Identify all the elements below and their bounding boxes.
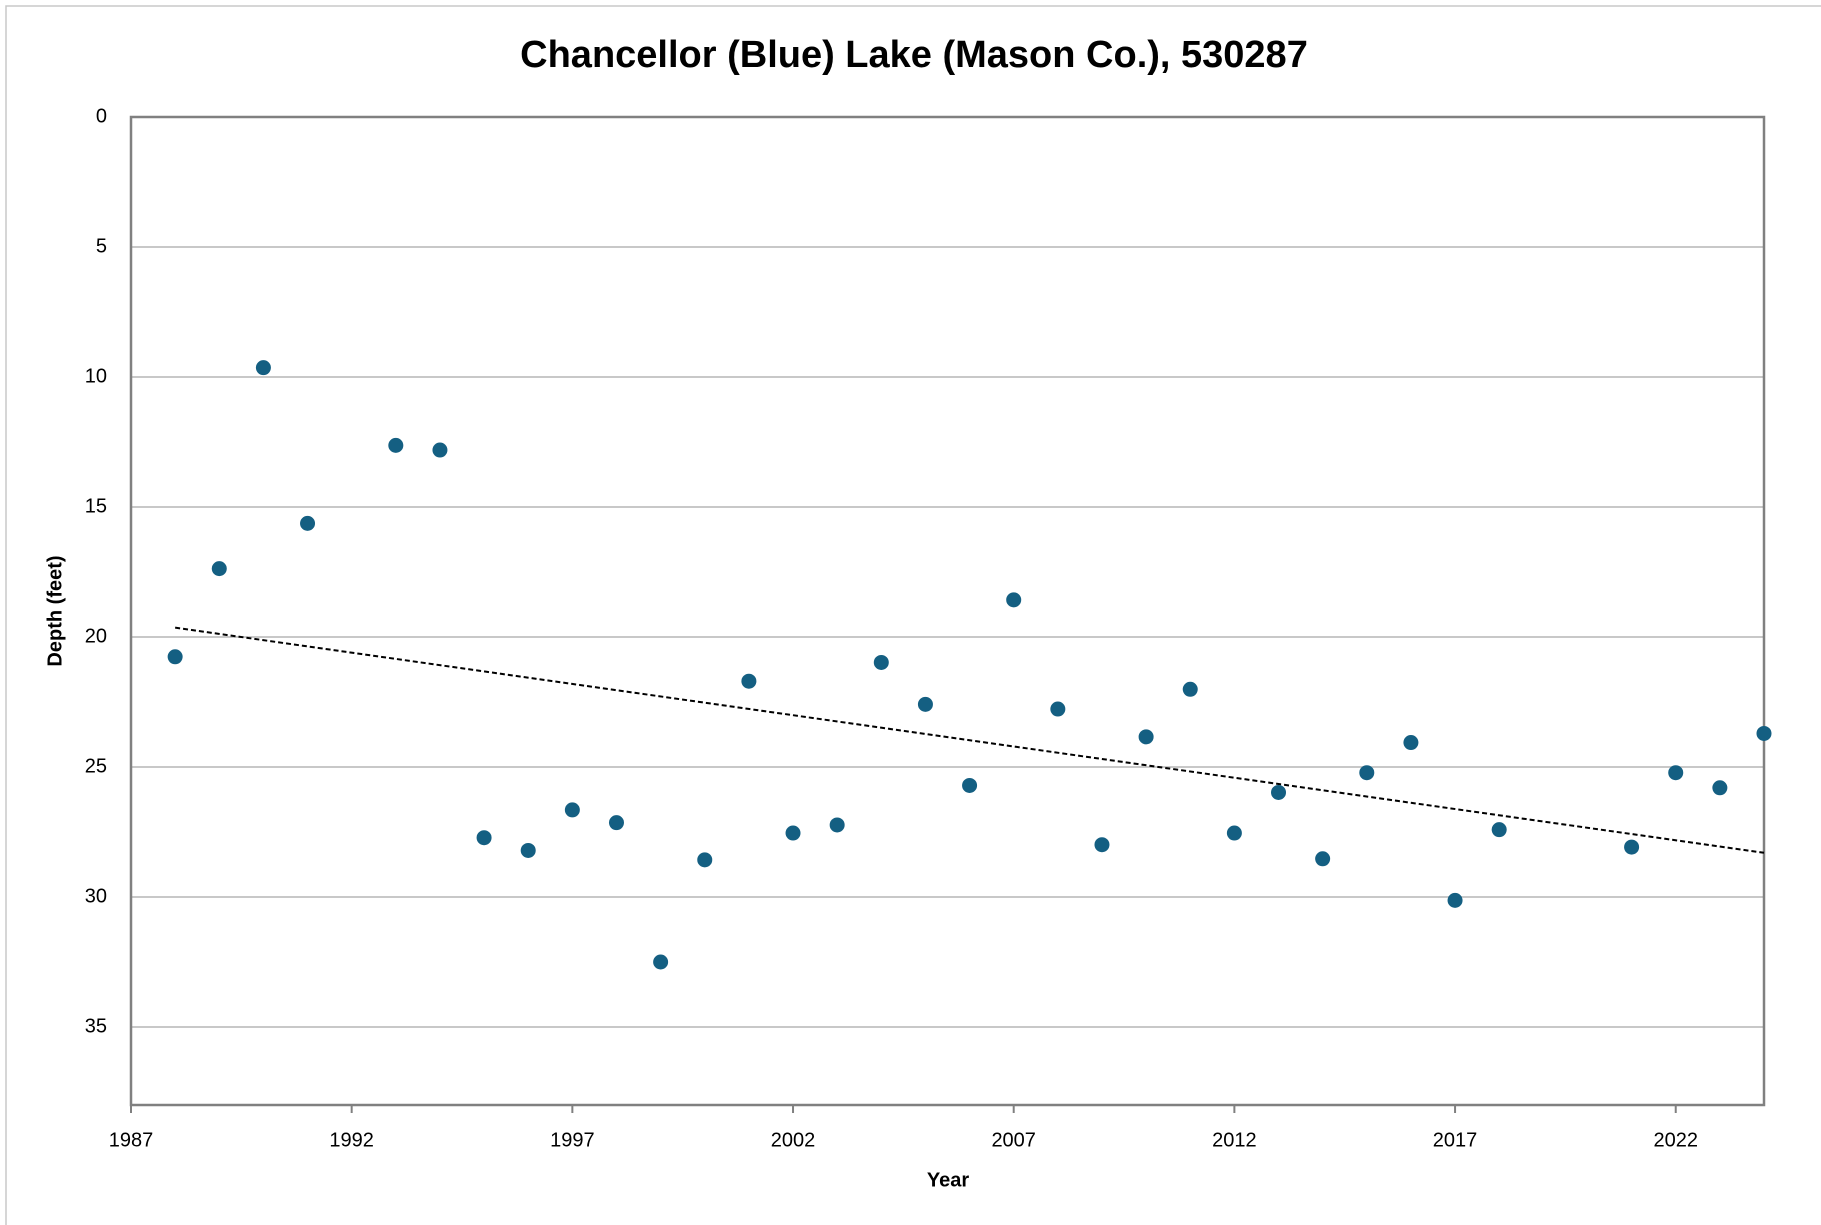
- y-tick-label: 15: [85, 495, 107, 517]
- data-point: [520, 842, 536, 858]
- data-point: [388, 437, 404, 453]
- data-point: [1668, 765, 1684, 781]
- data-point: [300, 515, 316, 531]
- data-point: [1050, 701, 1066, 717]
- y-axis-title: Depth (feet): [44, 555, 66, 666]
- data-point: [564, 802, 580, 818]
- y-tick-label: 35: [85, 1015, 107, 1037]
- x-tick-label: 1987: [109, 1129, 154, 1151]
- x-tick-label: 1992: [329, 1129, 374, 1151]
- y-tick-label: 20: [85, 625, 107, 647]
- data-point: [1756, 725, 1772, 741]
- y-tick-label: 25: [85, 755, 107, 777]
- data-point: [1315, 851, 1331, 867]
- data-point: [653, 954, 669, 970]
- y-tick-label: 5: [96, 235, 107, 257]
- data-point: [1138, 729, 1154, 745]
- data-point: [608, 815, 624, 831]
- data-point: [873, 654, 889, 670]
- data-point: [1447, 892, 1463, 908]
- chart-title: Chancellor (Blue) Lake (Mason Co.), 5302…: [520, 34, 1308, 76]
- x-tick-label: 2017: [1433, 1129, 1478, 1151]
- data-point: [432, 442, 448, 458]
- data-point: [917, 696, 933, 712]
- data-point: [211, 561, 227, 577]
- y-tick-label: 30: [85, 885, 107, 907]
- x-axis-title: Year: [927, 1169, 969, 1191]
- data-point: [1271, 784, 1287, 800]
- data-point: [829, 817, 845, 833]
- data-point: [697, 852, 713, 868]
- y-tick-label: 10: [85, 365, 107, 387]
- x-tick-label: 2007: [991, 1129, 1036, 1151]
- data-point: [1359, 765, 1375, 781]
- data-point: [1094, 837, 1110, 853]
- x-tick-label: 2012: [1212, 1129, 1257, 1151]
- data-point: [1226, 825, 1242, 841]
- data-point: [1491, 822, 1507, 838]
- x-tick-label: 2002: [771, 1129, 816, 1151]
- trendline: [174, 626, 1765, 854]
- data-point: [255, 360, 271, 376]
- data-point: [1624, 839, 1640, 855]
- data-point: [1403, 735, 1419, 751]
- data-point: [1006, 592, 1022, 608]
- data-point: [741, 673, 757, 689]
- x-tick-label: 2022: [1653, 1129, 1698, 1151]
- data-point: [1712, 780, 1728, 796]
- chart-border: [5, 5, 1821, 1225]
- data-point: [785, 825, 801, 841]
- data-point: [476, 830, 492, 846]
- plot-frame: [129, 115, 1766, 1107]
- data-point: [962, 777, 978, 793]
- x-tick-label: 1997: [550, 1129, 595, 1151]
- data-point: [167, 649, 183, 665]
- data-point: [1182, 681, 1198, 697]
- y-tick-label: 0: [96, 105, 107, 127]
